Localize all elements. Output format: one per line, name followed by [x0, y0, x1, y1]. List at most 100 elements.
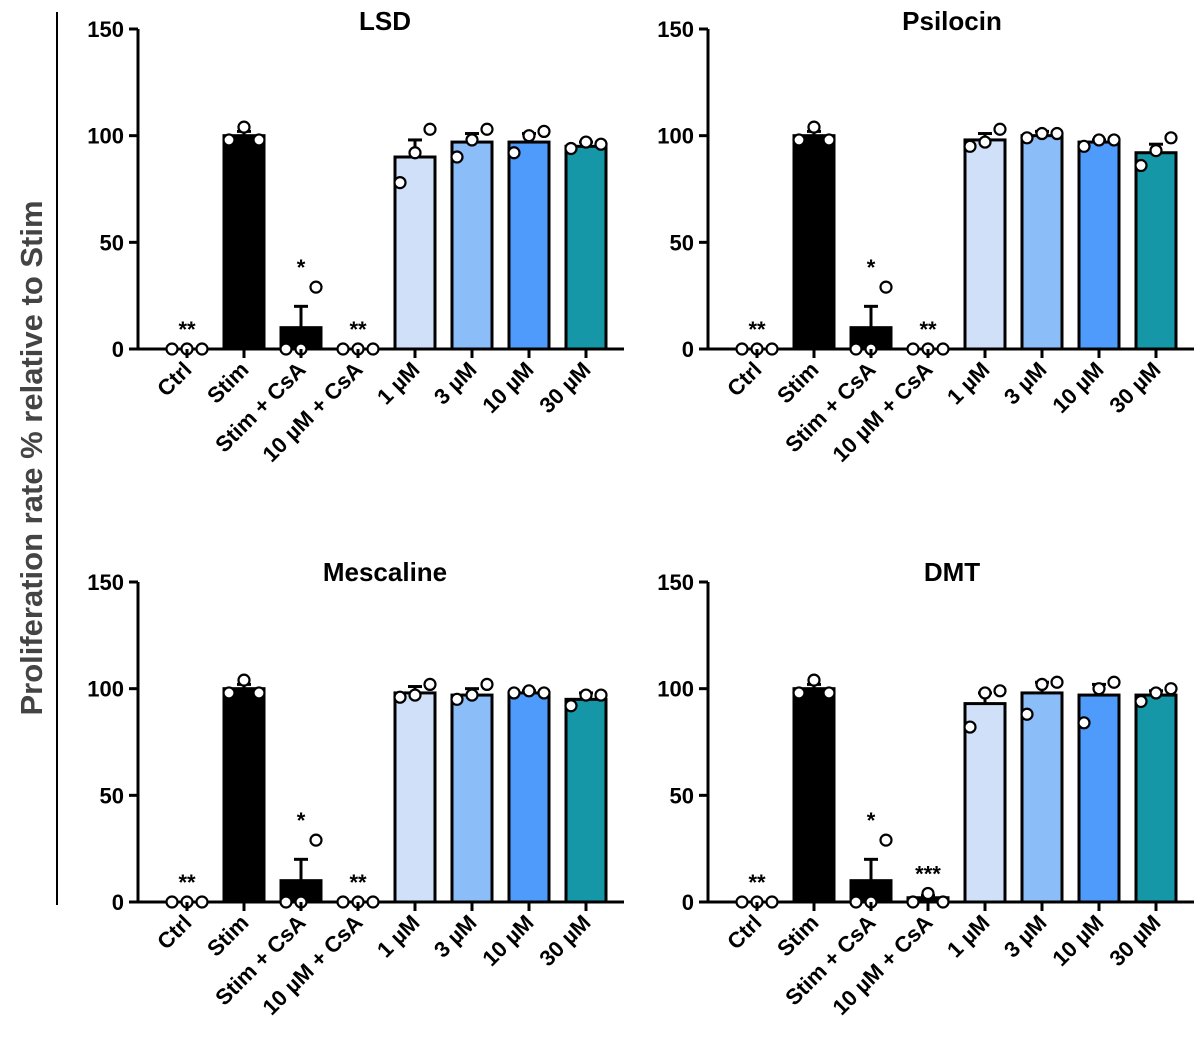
data-point	[450, 692, 464, 706]
data-point	[279, 342, 293, 356]
category-label: 1 µM	[942, 357, 995, 410]
data-point	[366, 895, 380, 909]
data-point	[522, 129, 536, 143]
category-label: 30 µM	[534, 910, 595, 971]
data-point	[423, 122, 437, 136]
panel-title: LSD	[359, 6, 411, 36]
data-point	[1035, 677, 1049, 692]
data-point	[195, 895, 209, 909]
data-point	[336, 342, 350, 356]
data-point	[879, 833, 893, 847]
data-point	[978, 135, 992, 149]
y-tick-label: 100	[657, 124, 694, 149]
significance-marker: **	[748, 317, 766, 342]
data-point	[336, 895, 350, 909]
data-point	[993, 684, 1007, 698]
y-tick-label: 0	[112, 890, 124, 915]
data-point	[564, 141, 578, 156]
data-point	[879, 280, 893, 294]
bar	[450, 693, 494, 904]
data-point	[195, 342, 209, 356]
category-label: 3 µM	[429, 357, 482, 410]
significance-marker: **	[349, 317, 367, 342]
bar	[1134, 151, 1178, 351]
data-point	[222, 133, 236, 147]
data-point	[1149, 686, 1163, 700]
category-label: 1 µM	[942, 910, 995, 963]
data-point	[594, 137, 608, 151]
data-point	[735, 895, 749, 909]
data-point	[1134, 158, 1148, 173]
category-label: Ctrl	[152, 910, 196, 954]
category-label: 1 µM	[372, 910, 425, 963]
data-point	[849, 895, 863, 909]
data-point	[1077, 716, 1091, 730]
bar	[1020, 134, 1064, 351]
y-tick-label: 50	[670, 230, 694, 255]
panel-title: Psilocin	[902, 6, 1002, 36]
bar	[792, 687, 836, 904]
y-tick-label: 100	[87, 677, 124, 702]
data-point	[1107, 133, 1121, 147]
data-point	[993, 122, 1007, 136]
data-point	[537, 124, 551, 138]
data-point	[735, 342, 749, 356]
bar	[393, 155, 437, 351]
data-point	[237, 673, 251, 687]
y-tick-label: 150	[87, 570, 124, 595]
data-point	[1020, 131, 1034, 145]
bar	[507, 140, 551, 351]
category-label: 10 µM + CsA	[827, 357, 937, 467]
data-point	[366, 342, 380, 356]
data-point	[1149, 144, 1163, 158]
data-point	[936, 895, 950, 909]
data-point	[1134, 694, 1148, 709]
category-label: Stim	[202, 357, 253, 408]
data-point	[507, 146, 521, 160]
bar	[792, 134, 836, 351]
data-point	[906, 342, 920, 356]
significance-marker: **	[919, 317, 937, 342]
data-point	[978, 686, 992, 700]
category-label: 3 µM	[999, 910, 1052, 963]
data-point	[252, 133, 266, 147]
category-label: 10 µM	[477, 910, 538, 971]
category-label: 30 µM	[1104, 357, 1165, 418]
data-point	[408, 688, 422, 702]
category-label: 10 µM	[477, 357, 538, 418]
y-tick-label: 0	[112, 337, 124, 362]
data-point	[963, 139, 977, 153]
data-point	[807, 120, 821, 134]
data-point	[936, 342, 950, 356]
category-label: 3 µM	[999, 357, 1052, 410]
significance-marker: ***	[915, 861, 941, 886]
data-point	[822, 686, 836, 700]
bar	[564, 144, 608, 351]
category-label: 30 µM	[534, 357, 595, 418]
data-point	[792, 686, 806, 700]
category-label: 10 µM + CsA	[257, 357, 367, 467]
bar	[564, 697, 608, 904]
data-point	[1164, 131, 1178, 145]
significance-marker: **	[178, 870, 196, 895]
significance-marker: **	[178, 317, 196, 342]
data-point	[309, 833, 323, 847]
data-point	[537, 686, 551, 700]
y-tick-label: 100	[657, 677, 694, 702]
category-label: Ctrl	[722, 357, 766, 401]
bar	[450, 140, 494, 351]
panel-title: Mescaline	[323, 557, 447, 587]
category-label: Ctrl	[722, 910, 766, 954]
data-point	[465, 688, 479, 702]
data-point	[165, 342, 179, 356]
significance-marker: *	[297, 808, 306, 833]
y-tick-label: 150	[657, 570, 694, 595]
data-point	[1092, 133, 1106, 147]
category-label: 10 µM	[1047, 910, 1108, 971]
data-point	[807, 673, 821, 687]
data-point	[1050, 126, 1064, 141]
y-tick-label: 0	[682, 890, 694, 915]
